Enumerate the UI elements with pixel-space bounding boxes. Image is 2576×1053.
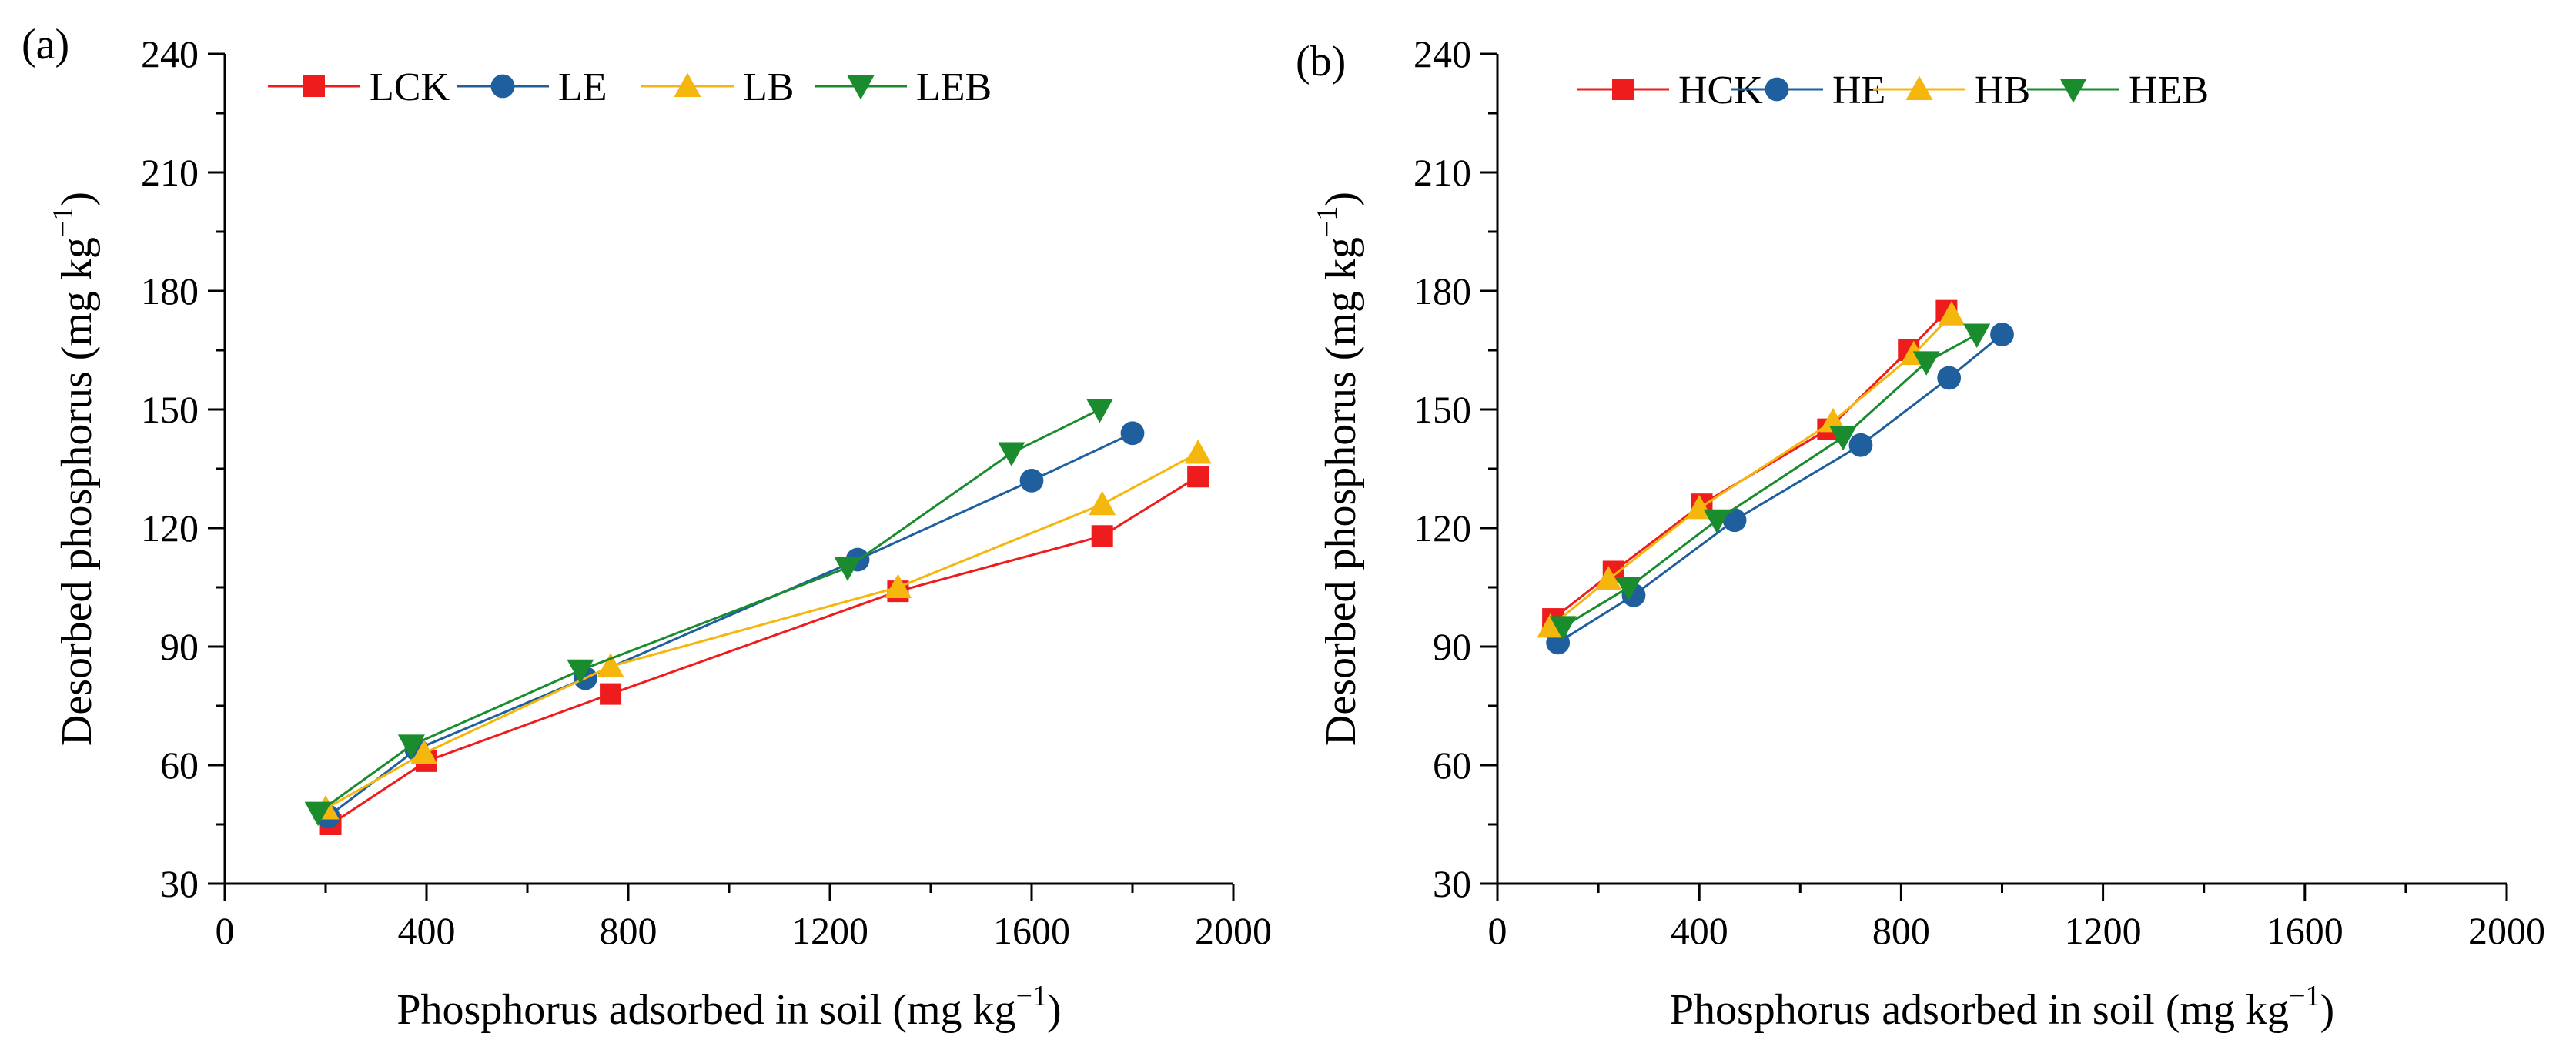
x-tick-label: 0 — [1488, 909, 1507, 952]
y-tick-label: 150 — [141, 388, 199, 431]
legend: LCK LE LB LEB — [268, 65, 992, 109]
data-point-lck — [600, 683, 622, 705]
legend-label-hb: HB — [1975, 69, 2030, 112]
legend-marker-he — [1765, 77, 1789, 102]
x-axis-title-text: Phosphorus adsorbed in soil (mg kg — [1670, 986, 2289, 1034]
x-axis-title-close: ) — [1047, 986, 1062, 1034]
legend-label-le: LE — [558, 65, 607, 109]
data-point-he — [1848, 433, 1873, 457]
x-axis-title-sup: −1 — [2289, 980, 2320, 1012]
y-axis-title-text: Desorbed phosphorus (mg kg — [53, 237, 101, 746]
legend-marker-le — [490, 74, 515, 99]
legend: HCK HE HB HEB — [1577, 69, 2209, 112]
legend-marker-leb — [847, 75, 875, 100]
legend-marker-lb — [674, 72, 701, 97]
data-point-lb — [1184, 439, 1212, 464]
y-axis-title-sup: −1 — [47, 206, 79, 237]
y-tick-label: 90 — [160, 625, 199, 668]
x-axis-title: Phosphorus adsorbed in soil (mg kg−1) — [1670, 980, 2334, 1034]
x-tick-label: 400 — [1671, 909, 1728, 952]
x-tick-label: 800 — [600, 909, 657, 952]
legend-marker-hck — [1612, 79, 1634, 100]
data-point-leb — [304, 801, 332, 827]
y-tick-label: 240 — [141, 32, 199, 75]
y-tick-label: 30 — [1433, 862, 1471, 905]
data-point-lck — [1091, 525, 1113, 547]
x-tick-label: 2000 — [1195, 909, 1272, 952]
data-point-he — [1990, 323, 2014, 346]
y-axis-title-text: Desorbed phosphorus (mg kg — [1317, 237, 1365, 746]
data-point-heb — [1614, 577, 1642, 601]
x-tick-label: 1200 — [791, 909, 868, 952]
y-axis-title-close: ) — [1317, 192, 1365, 206]
legend-marker-lck — [303, 75, 325, 97]
x-tick-label: 1600 — [2267, 909, 2343, 952]
data-point-hb — [1594, 566, 1622, 590]
data-point-lb — [597, 653, 624, 677]
y-tick-label: 60 — [1433, 744, 1471, 787]
x-tick-label: 400 — [398, 909, 456, 952]
chart-panel-a: (a) 30 60 90 120 150 180 210 240 0 400 800 1200 1600 2… — [22, 21, 1272, 1034]
y-axis-title-sup: −1 — [1311, 206, 1343, 237]
data-point-he — [1722, 508, 1747, 533]
y-tick-label: 180 — [1413, 269, 1471, 313]
y-tick-label: 60 — [160, 744, 199, 787]
data-point-leb — [397, 734, 425, 759]
legend-label-heb: HEB — [2129, 69, 2209, 112]
legend-marker-hb — [1905, 75, 1933, 100]
x-tick-label: 0 — [216, 909, 235, 952]
x-tick-label: 2000 — [2468, 909, 2545, 952]
data-point-heb — [1549, 616, 1577, 640]
data-point-heb — [1963, 323, 1991, 348]
panel-label: (b) — [1296, 38, 1346, 85]
legend-marker-heb — [2059, 79, 2087, 103]
series-line-lck — [330, 475, 1199, 826]
y-tick-label: 210 — [1413, 151, 1471, 194]
y-tick-label: 30 — [160, 862, 199, 905]
chart-panel-b: (b) 30 60 90 120 150 180 210 240 0 400 800 1200 1600 2… — [1296, 32, 2545, 1034]
data-point-lck — [1187, 466, 1209, 488]
data-point-lb — [410, 740, 438, 764]
x-tick-label: 1200 — [2065, 909, 2142, 952]
y-tick-label: 150 — [1413, 388, 1471, 431]
data-point-le — [1120, 421, 1145, 446]
x-tick-label: 1600 — [993, 909, 1070, 952]
x-axis-title-sup: −1 — [1016, 980, 1047, 1012]
y-axis-title: Desorbed phosphorus (mg kg−1) — [47, 192, 101, 746]
x-axis-title: Phosphorus adsorbed in soil (mg kg−1) — [396, 980, 1061, 1034]
data-point-he — [1937, 366, 1962, 390]
legend-label-lb: LB — [743, 65, 794, 109]
data-point-hb — [1537, 613, 1564, 638]
data-point-heb — [1703, 509, 1731, 534]
data-point-leb — [1086, 399, 1113, 423]
series-line-lb — [325, 452, 1199, 810]
data-point-lb — [1089, 490, 1116, 516]
y-tick-label: 120 — [141, 506, 199, 550]
data-point-le — [1019, 469, 1044, 493]
y-tick-label: 240 — [1413, 32, 1471, 75]
x-axis-title-close: ) — [2320, 986, 2335, 1034]
data-point-leb — [998, 442, 1025, 466]
data-point-leb — [834, 557, 861, 581]
x-tick-label: 800 — [1872, 909, 1930, 952]
series-line-leb — [317, 408, 1101, 814]
y-axis-title-close: ) — [53, 192, 101, 206]
series-line-le — [327, 432, 1133, 817]
data-point-heb — [1829, 426, 1857, 451]
y-tick-label: 180 — [141, 269, 199, 313]
data-point-heb — [1912, 351, 1940, 376]
y-tick-label: 90 — [1433, 625, 1471, 668]
data-point-leb — [567, 659, 594, 684]
legend-label-leb: LEB — [916, 65, 992, 109]
y-tick-label: 210 — [141, 151, 199, 194]
data-point-lb — [884, 573, 912, 598]
data-point-hb — [1819, 407, 1847, 433]
data-point-hb — [1938, 301, 1965, 326]
y-tick-label: 120 — [1413, 506, 1471, 550]
panel-label: (a) — [22, 21, 69, 69]
x-axis-title-text: Phosphorus adsorbed in soil (mg kg — [396, 986, 1015, 1034]
legend-label-lck: LCK — [370, 65, 450, 109]
y-axis-title: Desorbed phosphorus (mg kg−1) — [1311, 192, 1365, 746]
